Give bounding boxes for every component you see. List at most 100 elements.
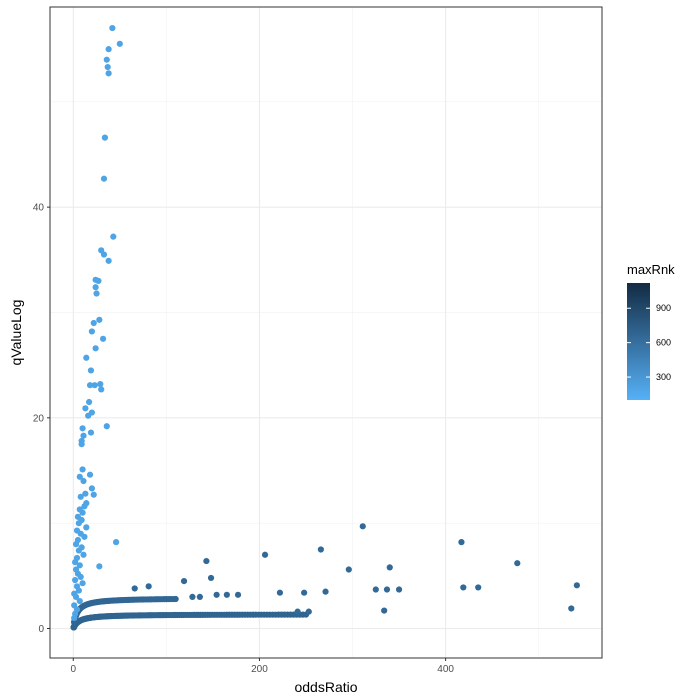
scatter-point (93, 290, 100, 297)
scatter-point (78, 441, 85, 448)
legend-tick-label: 600 (656, 338, 671, 348)
scatter-point (203, 557, 210, 565)
scatter-point (83, 354, 90, 361)
scatter-point (76, 473, 83, 480)
scatter-point (82, 405, 89, 412)
scatter-point (86, 471, 94, 478)
scatter-point (105, 257, 112, 264)
scatter-point (372, 586, 379, 593)
scatter-point (100, 251, 108, 258)
scatter-point (80, 432, 87, 439)
scatter-point (110, 233, 117, 240)
scatter-point (75, 587, 82, 594)
scatter-point (72, 576, 79, 584)
scatter-point (105, 70, 112, 77)
scatter-point (213, 591, 220, 598)
legend-tick-label: 900 (656, 303, 671, 313)
scatter-point (86, 382, 94, 389)
scatter-point (79, 466, 86, 473)
scatter-point (395, 586, 403, 593)
y-tick-label: 40 (33, 203, 45, 214)
scatter-point (85, 412, 92, 419)
x-axis-title: oddsRatio (294, 679, 357, 695)
x-tick-label: 0 (70, 664, 76, 675)
scatter-point (77, 573, 84, 580)
scatter-point (88, 328, 95, 335)
scatter-point (116, 40, 123, 47)
scatter-point (81, 533, 88, 540)
scatter-point (294, 608, 301, 615)
scatter-point (90, 319, 97, 327)
scatter-point (276, 589, 284, 596)
scatter-point (91, 382, 98, 389)
scatter-point (359, 523, 366, 530)
scatter-point (103, 423, 110, 430)
scatter-point (383, 586, 391, 593)
scatter-point (103, 56, 110, 63)
scatter-point (104, 63, 111, 71)
scatter-point (207, 574, 215, 582)
scatter-point (568, 605, 575, 612)
scatter-point (72, 541, 80, 548)
scatter-point (87, 367, 95, 374)
scatter-point (80, 551, 87, 558)
scatter-point (573, 582, 580, 589)
y-tick-label: 20 (33, 413, 45, 424)
scatter-point (345, 566, 352, 573)
scatter-point (112, 539, 120, 546)
scatter-point (99, 335, 107, 342)
scatter-point (460, 584, 467, 591)
scatter-point (514, 560, 521, 567)
legend-title: maxRnk (627, 262, 675, 277)
scatter-point (475, 584, 482, 591)
scatter-point (76, 598, 83, 605)
scatter-point (85, 398, 93, 406)
scatter-point (317, 546, 324, 553)
scatter-point (458, 539, 465, 546)
scatter-point (75, 520, 82, 527)
scatter-point (96, 563, 103, 570)
scatter-point (71, 614, 78, 622)
points-layer (70, 24, 580, 631)
colorbar (627, 283, 650, 400)
x-tick-label: 400 (437, 664, 454, 675)
scatter-point (90, 491, 97, 498)
legend-tick-label: 300 (656, 372, 671, 382)
scatter-point (322, 588, 329, 595)
scatter-point (92, 284, 99, 291)
scatter-point (87, 429, 95, 436)
y-axis-title: qValueLog (8, 300, 24, 366)
scatter-point (79, 425, 86, 432)
scatter-point (72, 559, 79, 566)
scatter-point (301, 589, 308, 596)
scatter-point (189, 593, 196, 601)
scatter-point (223, 591, 230, 598)
legend: maxRnk 300 600 900 (627, 262, 675, 400)
scatter-point (98, 386, 105, 393)
scatter-point (72, 593, 80, 601)
scatter-point (109, 24, 116, 32)
scatter-point (95, 277, 102, 284)
scatter-point (261, 551, 269, 558)
scatter-point (145, 583, 152, 590)
scatter-point (196, 593, 203, 601)
scatter-point (386, 564, 393, 571)
scatter-point (82, 490, 89, 497)
scatter-point (101, 134, 109, 141)
scatter-point (96, 316, 103, 323)
legend-ticks: 300 600 900 (627, 303, 671, 382)
scatter-point (180, 578, 188, 585)
scatter-point (131, 585, 138, 592)
scatter-point (234, 591, 242, 598)
scatter-point (81, 503, 88, 510)
scatter-point (77, 493, 84, 500)
scatter-point (97, 381, 104, 388)
scatter-point (105, 46, 112, 53)
scatter-point (79, 580, 86, 587)
scatter-point (381, 607, 388, 614)
scatter-point (305, 608, 312, 615)
scatter-point (83, 524, 90, 531)
scatter-point (172, 595, 179, 603)
y-tick-label: 0 (38, 624, 44, 635)
